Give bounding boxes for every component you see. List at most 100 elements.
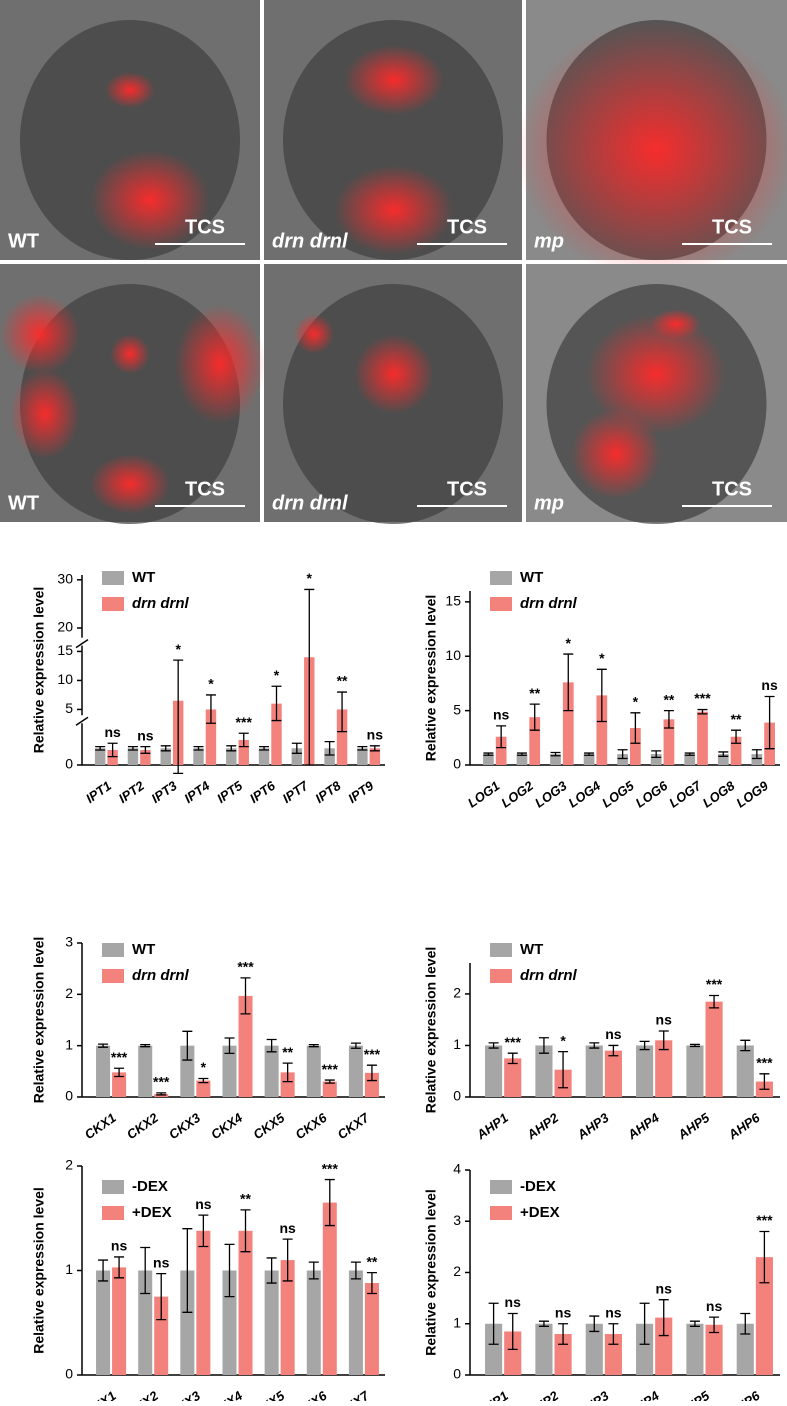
bar bbox=[322, 1202, 337, 1375]
significance-label: * bbox=[560, 1032, 566, 1048]
legend-label: WT bbox=[520, 941, 543, 958]
reporter-label: TCS bbox=[447, 216, 487, 238]
significance-label: ns bbox=[137, 727, 154, 743]
x-tick-label: CKX1 bbox=[82, 1388, 119, 1401]
bar bbox=[736, 1323, 754, 1375]
error-bar bbox=[496, 725, 507, 749]
error-bar bbox=[563, 653, 574, 712]
bar bbox=[485, 1323, 503, 1375]
bar bbox=[596, 695, 608, 765]
x-tick-label: LOG2 bbox=[498, 778, 536, 811]
x-tick-label: LOG9 bbox=[733, 778, 771, 811]
legend-swatch bbox=[490, 943, 512, 957]
y-tick-label: 1 bbox=[453, 1314, 461, 1330]
error-bar bbox=[589, 1315, 600, 1333]
error-bar bbox=[608, 1323, 619, 1345]
fluorescence bbox=[334, 165, 454, 255]
fluorescence bbox=[516, 20, 787, 280]
bar bbox=[96, 1045, 111, 1097]
legend-swatch bbox=[102, 571, 124, 585]
bar bbox=[140, 749, 151, 765]
bar bbox=[730, 736, 742, 765]
error-bar bbox=[507, 1312, 518, 1351]
bar bbox=[736, 1045, 754, 1097]
x-tick-label: IPT6 bbox=[247, 778, 279, 806]
error-bar bbox=[238, 732, 249, 748]
bar bbox=[650, 754, 662, 765]
error-bar bbox=[140, 745, 151, 754]
error-bar bbox=[291, 742, 302, 754]
bar bbox=[485, 1045, 503, 1097]
legend-label: WT bbox=[520, 569, 543, 586]
x-tick-label: AHP6 bbox=[725, 1388, 763, 1401]
bar bbox=[196, 1080, 211, 1097]
error-bar bbox=[224, 1243, 235, 1298]
x-tick-label: AHP3 bbox=[574, 1388, 612, 1401]
legend-swatch bbox=[490, 1180, 512, 1194]
y-axis-label: Relative expression level bbox=[423, 595, 439, 762]
x-tick-label: CKX6 bbox=[292, 1388, 330, 1401]
y-tick-label: 2 bbox=[453, 1263, 461, 1279]
error-bar bbox=[182, 1228, 193, 1313]
error-bar bbox=[558, 1323, 569, 1345]
micrograph: WT TCS bbox=[0, 0, 260, 260]
reporter-label: TCS bbox=[712, 216, 752, 238]
error-bar bbox=[658, 1299, 669, 1337]
error-bar bbox=[617, 749, 628, 760]
significance-label: ns bbox=[279, 1220, 296, 1236]
significance-label: * bbox=[175, 641, 181, 657]
bar bbox=[280, 1260, 295, 1375]
significance-label: ns bbox=[656, 1012, 673, 1028]
significance-label: ns bbox=[367, 726, 384, 742]
y-tick-label: 2 bbox=[65, 985, 73, 1001]
bar bbox=[636, 1045, 654, 1097]
x-tick-label: CKX2 bbox=[124, 1110, 162, 1143]
x-tick-label: LOG6 bbox=[633, 778, 671, 811]
bar bbox=[180, 1045, 195, 1097]
bar-chart: Relative expression level 0 1 2 -DEX +DEX ns CK… bbox=[31, 1157, 385, 1406]
bar bbox=[604, 1050, 622, 1097]
significance-label: *** bbox=[505, 1034, 522, 1050]
significance-label: * bbox=[208, 676, 214, 692]
significance-label: ns bbox=[153, 1254, 170, 1270]
error-bar bbox=[308, 1261, 319, 1280]
bar bbox=[585, 1045, 603, 1097]
significance-label: *** bbox=[236, 714, 253, 730]
legend-label: +DEX bbox=[520, 1204, 560, 1221]
significance-label: * bbox=[307, 570, 313, 586]
bar bbox=[697, 711, 708, 765]
reporter-label: TCS bbox=[185, 216, 225, 238]
x-tick-label: LOG1 bbox=[465, 778, 503, 811]
error-bar bbox=[140, 1043, 151, 1048]
bar bbox=[96, 1270, 111, 1375]
error-bar bbox=[369, 745, 380, 752]
legend-swatch bbox=[102, 1180, 124, 1194]
x-tick-label: CKX7 bbox=[335, 1388, 373, 1401]
fluorescence bbox=[110, 334, 150, 374]
bar bbox=[348, 1270, 363, 1375]
y-axis-label: Relative expression level bbox=[423, 947, 439, 1114]
bar bbox=[264, 1045, 279, 1097]
genotype-label: drn drnl bbox=[272, 492, 348, 514]
bar bbox=[686, 1045, 704, 1097]
bar bbox=[306, 1270, 321, 1375]
legend-label: -DEX bbox=[132, 1178, 168, 1195]
significance-label: *** bbox=[111, 1049, 128, 1065]
bar bbox=[238, 1230, 253, 1375]
error-bar bbox=[308, 1043, 319, 1048]
bar bbox=[238, 995, 253, 1097]
x-tick-label: IPT7 bbox=[280, 778, 312, 806]
bar bbox=[535, 1045, 553, 1097]
bar bbox=[705, 1324, 723, 1375]
error-bar bbox=[282, 1238, 293, 1282]
y-tick-label: 5 bbox=[65, 700, 73, 716]
bar bbox=[264, 1270, 279, 1375]
x-tick-label: CKX1 bbox=[82, 1110, 119, 1142]
significance-label: *** bbox=[756, 1055, 773, 1071]
genotype-label: mp bbox=[534, 492, 564, 514]
legend-label: drn drnl bbox=[520, 967, 577, 984]
x-tick-label: CKX6 bbox=[292, 1110, 330, 1143]
error-bar bbox=[488, 1302, 499, 1345]
reporter-label: TCS bbox=[447, 478, 487, 500]
